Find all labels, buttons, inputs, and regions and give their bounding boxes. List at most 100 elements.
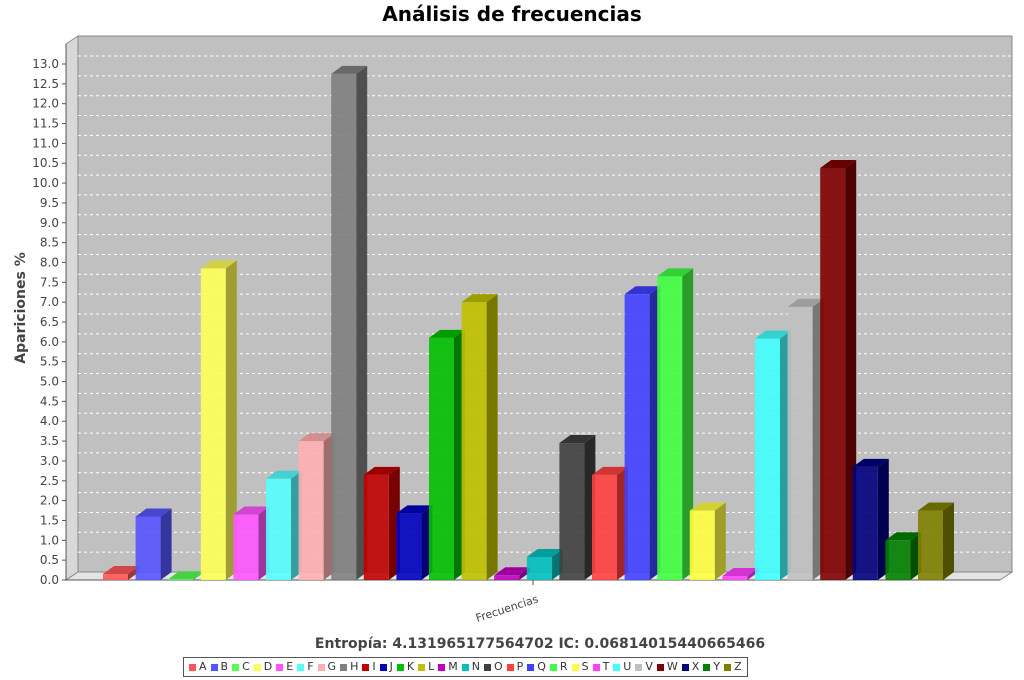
legend-item: P: [506, 661, 523, 673]
legend-swatch: [461, 663, 469, 671]
bar-Q: [624, 286, 661, 580]
bar-top: [103, 566, 139, 575]
bar-top: [298, 433, 335, 442]
bar-top: [494, 567, 531, 576]
bar-front: [331, 73, 357, 580]
legend-item: J: [379, 661, 393, 673]
bar-L: [461, 294, 498, 580]
bar-side: [356, 65, 368, 580]
legend-label: Y: [713, 660, 721, 673]
legend-item: A: [189, 661, 207, 673]
bar-top: [722, 568, 759, 577]
legend-label: L: [428, 660, 435, 673]
legend-swatch: [276, 663, 284, 671]
bar-Y: [885, 532, 922, 580]
legend-item: E: [276, 661, 293, 673]
legend-label: D: [263, 660, 273, 673]
bar-top: [461, 294, 498, 303]
legend-label: M: [448, 660, 458, 673]
bar-top: [624, 286, 661, 295]
bar-front: [559, 443, 585, 580]
bar-front: [461, 302, 487, 580]
y-tick-label: 1.0: [40, 533, 59, 547]
bar-top: [429, 329, 465, 338]
bar-top: [331, 65, 368, 74]
plot-area: 0.0 0.5 1.0 1.5 2.0 2.5 3.0 3.5 4.0 4.5 5.0 5.5 6.0 6…: [32, 35, 1014, 587]
bar-front: [168, 579, 194, 580]
legend-label: E: [286, 660, 294, 673]
legend-item: W: [656, 661, 678, 673]
chart-subtitle: Entropía: 4.131965177564702 IC: 0.068140…: [315, 636, 765, 652]
legend-swatch: [253, 663, 261, 671]
y-tick-label: 7.5: [40, 275, 59, 289]
bar-V: [787, 298, 824, 580]
legend-swatch: [635, 663, 643, 671]
legend-label: Z: [734, 660, 742, 673]
y-tick-label: 12.5: [32, 77, 59, 91]
bar-Z: [918, 502, 954, 580]
legend-label: U: [623, 660, 632, 673]
legend-label: B: [220, 660, 229, 673]
bar-top: [852, 458, 889, 467]
y-tick-label: 10.5: [32, 156, 59, 170]
bar-X: [852, 458, 889, 580]
legend-item: G: [317, 661, 336, 673]
bar-top: [885, 532, 922, 541]
bar-R: [657, 268, 694, 580]
bar-S: [689, 502, 726, 580]
bar-G: [298, 433, 335, 580]
legend-item: O: [483, 660, 503, 673]
bar-top: [657, 268, 694, 277]
bar-front: [722, 576, 748, 580]
bar-top: [135, 508, 172, 517]
bar-O: [559, 435, 596, 580]
legend-label: K: [406, 660, 415, 673]
legend-item: D: [253, 660, 273, 673]
bar-K: [429, 329, 465, 580]
bar-W: [820, 159, 857, 581]
legend-label: S: [581, 660, 589, 673]
legend-item: X: [681, 661, 699, 673]
legend-label: H: [350, 660, 359, 673]
legend-label: C: [242, 660, 250, 673]
bar-top: [396, 505, 433, 514]
legend-swatch: [613, 663, 621, 671]
bar-front: [787, 306, 813, 580]
legend-swatch: [681, 663, 689, 671]
legend-swatch: [483, 663, 491, 671]
bars: [103, 65, 954, 581]
bar-front: [494, 575, 520, 580]
legend-label: V: [645, 660, 653, 673]
legend-item: B: [210, 660, 229, 673]
legend-label: F: [307, 660, 314, 673]
bar-D: [200, 260, 237, 580]
legend-swatch: [232, 663, 240, 671]
legend-swatch: [527, 663, 535, 671]
y-tick-label: 11.5: [32, 117, 59, 131]
legend-label: O: [493, 660, 503, 673]
bar-top: [233, 506, 270, 515]
bar-N: [526, 548, 563, 580]
bar-front: [200, 268, 226, 580]
legend-swatch: [340, 663, 348, 671]
legend-swatch: [571, 663, 579, 671]
bar-front: [298, 441, 324, 580]
legend-item: Y: [703, 661, 720, 673]
bar-top: [559, 435, 596, 444]
y-tick-label: 3.0: [40, 454, 59, 468]
bar-side: [225, 260, 237, 580]
legend-item: K: [396, 660, 415, 673]
bar-front: [396, 513, 422, 580]
legend-item: H: [340, 661, 358, 673]
plot-side-wall: [65, 35, 79, 581]
bar-front: [918, 510, 943, 580]
legend-swatch: [396, 663, 404, 671]
y-tick-label: 7.0: [40, 295, 59, 309]
y-tick-label: 1.5: [40, 513, 59, 527]
legend-swatch: [189, 663, 196, 671]
legend-item: U: [613, 661, 631, 673]
bar-top: [592, 466, 628, 475]
bar-I: [363, 466, 400, 580]
bar-H: [331, 65, 368, 580]
bar-front: [592, 474, 617, 580]
